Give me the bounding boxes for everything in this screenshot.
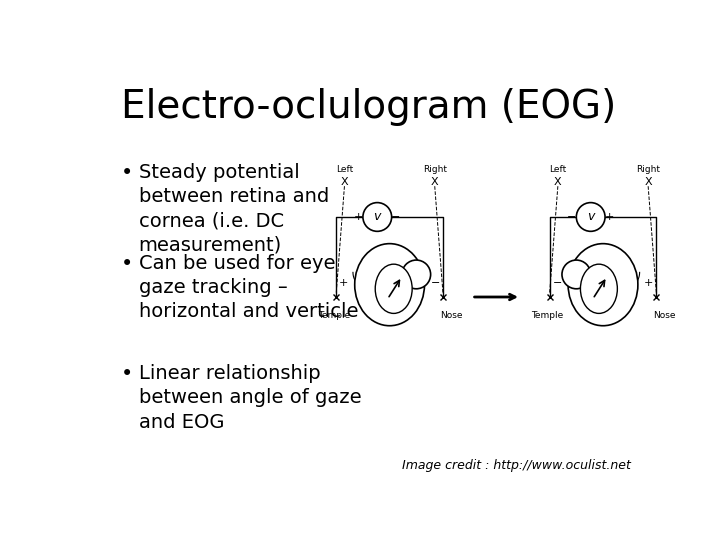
- Ellipse shape: [580, 264, 617, 313]
- Text: X: X: [554, 177, 562, 187]
- Circle shape: [402, 260, 431, 289]
- Circle shape: [576, 202, 605, 231]
- Text: Left: Left: [336, 165, 353, 174]
- Text: +: +: [354, 212, 363, 222]
- Text: •: •: [121, 254, 133, 274]
- Text: +: +: [644, 278, 654, 288]
- Text: Steady potential
between retina and
cornea (i.e. DC
measurement): Steady potential between retina and corn…: [138, 163, 329, 254]
- Ellipse shape: [355, 244, 425, 326]
- Text: Temple: Temple: [531, 312, 564, 320]
- Text: Linear relationship
between angle of gaze
and EOG: Linear relationship between angle of gaz…: [138, 364, 361, 431]
- Text: Can be used for eye
gaze tracking –
horizontal and verticle: Can be used for eye gaze tracking – hori…: [138, 254, 358, 321]
- Text: X: X: [341, 177, 348, 187]
- Text: v: v: [587, 211, 595, 224]
- Text: v: v: [374, 211, 381, 224]
- Text: Right: Right: [636, 165, 660, 174]
- Text: X: X: [644, 177, 652, 187]
- Circle shape: [363, 202, 392, 231]
- Text: Nose: Nose: [653, 312, 676, 320]
- Text: −: −: [552, 278, 562, 288]
- Text: −: −: [567, 212, 576, 222]
- Text: •: •: [121, 163, 133, 183]
- Text: Electro-oclulogram (EOG): Electro-oclulogram (EOG): [121, 87, 616, 126]
- Text: Temple: Temple: [318, 312, 351, 320]
- Text: Nose: Nose: [440, 312, 462, 320]
- Circle shape: [562, 260, 590, 289]
- Text: •: •: [121, 364, 133, 384]
- Text: Image credit : http://www.oculist.net: Image credit : http://www.oculist.net: [402, 460, 631, 472]
- Text: Right: Right: [423, 165, 446, 174]
- Ellipse shape: [375, 264, 412, 313]
- Text: −: −: [431, 278, 440, 288]
- Text: X: X: [431, 177, 438, 187]
- Text: +: +: [605, 212, 614, 222]
- Ellipse shape: [568, 244, 638, 326]
- Text: Left: Left: [549, 165, 567, 174]
- Text: −: −: [391, 212, 400, 222]
- Text: +: +: [339, 278, 348, 288]
